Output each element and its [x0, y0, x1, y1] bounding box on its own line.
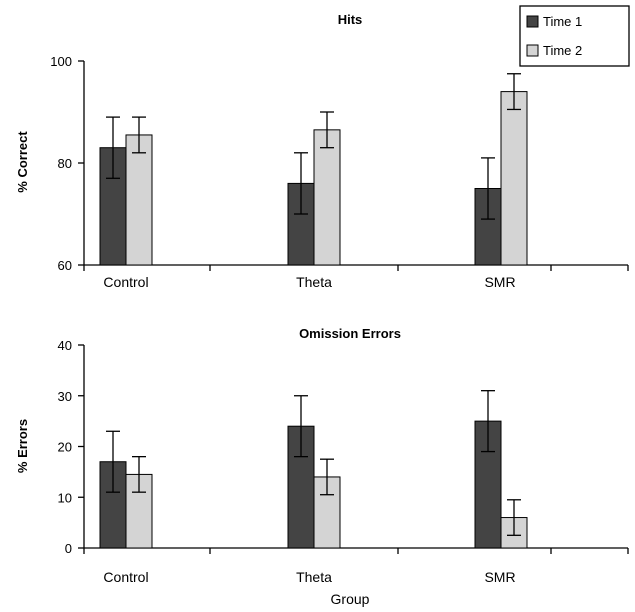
error-bar-smr-time-1 — [481, 157, 495, 220]
x-ticks — [83, 548, 629, 554]
chart-title: Hits — [338, 12, 363, 27]
hits-panel: Hits % Correct 60 80 100 Control Theta SMR — [15, 12, 629, 290]
error-bar-control-time-2 — [132, 116, 146, 154]
y-tick-label: 0 — [65, 541, 72, 556]
error-bar-theta-time-2 — [320, 458, 334, 496]
category-label-theta: Theta — [296, 274, 332, 290]
category-label-smr: SMR — [484, 274, 515, 290]
y-tick-label: 10 — [58, 490, 72, 505]
bars — [99, 73, 528, 266]
legend-label-time-2: Time 2 — [543, 43, 582, 58]
x-ticks — [83, 265, 629, 271]
x-axis-label: Group — [331, 591, 370, 607]
y-ticks: 60 80 100 — [50, 54, 84, 273]
error-bar-theta-time-2 — [320, 111, 334, 149]
y-tick-label: 100 — [50, 54, 72, 69]
error-bar-control-time-1 — [106, 430, 120, 493]
legend: Time 1 Time 2 — [519, 5, 630, 67]
category-label-control: Control — [103, 274, 148, 290]
error-bar-theta-time-1 — [294, 152, 308, 215]
y-tick-label: 60 — [58, 258, 72, 273]
category-label-smr: SMR — [484, 569, 515, 585]
y-axis-label: % Correct — [15, 131, 30, 193]
error-bar-control-time-1 — [106, 116, 120, 179]
error-bar-theta-time-1 — [294, 395, 308, 458]
omission-errors-panel: Omission Errors % Errors 0 10 20 30 40 Contr… — [15, 326, 629, 607]
y-tick-label: 30 — [58, 389, 72, 404]
y-tick-label: 20 — [58, 440, 72, 455]
bar-smr-time-2 — [500, 91, 528, 266]
category-label-theta: Theta — [296, 569, 332, 585]
error-bar-smr-time-1 — [481, 390, 495, 453]
chart-title: Omission Errors — [299, 326, 401, 341]
legend-swatch-time-2 — [526, 44, 539, 57]
legend-swatch-time-1 — [526, 15, 539, 28]
bars — [99, 390, 528, 549]
category-labels: Control Theta SMR — [103, 274, 515, 290]
y-tick-label: 40 — [58, 338, 72, 353]
error-bar-control-time-2 — [132, 455, 146, 493]
legend-label-time-1: Time 1 — [543, 14, 582, 29]
bar-control-time-2 — [125, 134, 153, 266]
category-labels: Control Theta SMR — [103, 569, 515, 585]
error-bar-smr-time-2 — [507, 73, 521, 111]
bar-theta-time-2 — [313, 129, 341, 266]
y-axis-label: % Errors — [15, 419, 30, 473]
category-label-control: Control — [103, 569, 148, 585]
error-bar-smr-time-2 — [507, 499, 521, 536]
y-tick-label: 80 — [58, 156, 72, 171]
y-ticks: 0 10 20 30 40 — [58, 338, 84, 556]
